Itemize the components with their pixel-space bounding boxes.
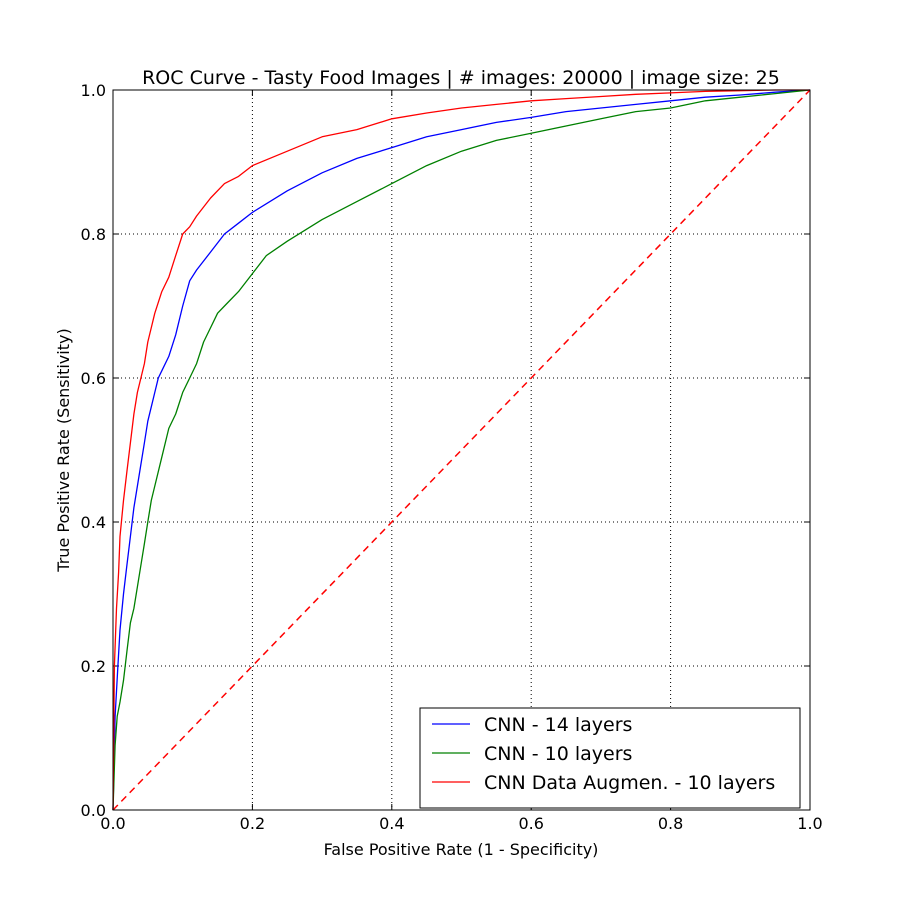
series-line-2 — [112, 89, 811, 811]
x-tick-label: 1.0 — [797, 814, 822, 833]
x-axis-title: False Positive Rate (1 - Specificity) — [324, 840, 599, 859]
series-layer — [112, 89, 811, 811]
x-tick-label: 0.4 — [379, 814, 404, 833]
y-tick-label: 0.6 — [81, 369, 106, 388]
plot-area-frame — [112, 89, 811, 811]
legend-label: CNN - 14 layers — [484, 714, 632, 736]
axis-ticks: 0.0 0.2 0.4 0.6 0.8 1.0 0.0 0.2 0.4 0.6 0.8 1.0 — [81, 81, 823, 833]
y-tick-label: 0.2 — [81, 657, 106, 676]
x-tick-label: 0.8 — [658, 814, 683, 833]
y-axis-title: True Positive Rate (Sensitivity) — [54, 328, 73, 572]
legend-label: CNN - 10 layers — [484, 743, 632, 765]
grid — [113, 90, 810, 810]
y-tick-label: 0.4 — [81, 513, 106, 532]
y-tick-label: 1.0 — [81, 81, 106, 100]
x-tick-label: 0.0 — [100, 814, 125, 833]
y-tick-label: 0.0 — [81, 801, 106, 820]
x-tick-label: 0.6 — [518, 814, 543, 833]
legend-label: CNN Data Augmen. - 10 layers — [484, 772, 775, 794]
series-line-3 — [112, 89, 810, 811]
y-tick-label: 0.8 — [81, 225, 106, 244]
chart-title: ROC Curve - Tasty Food Images | # images… — [142, 67, 780, 89]
x-tick-label: 0.2 — [240, 814, 265, 833]
chance-diagonal-line — [112, 89, 811, 811]
legend: CNN - 14 layers CNN - 10 layers CNN Data A… — [419, 707, 801, 809]
legend-box — [419, 707, 801, 809]
series-line-1 — [112, 89, 811, 811]
